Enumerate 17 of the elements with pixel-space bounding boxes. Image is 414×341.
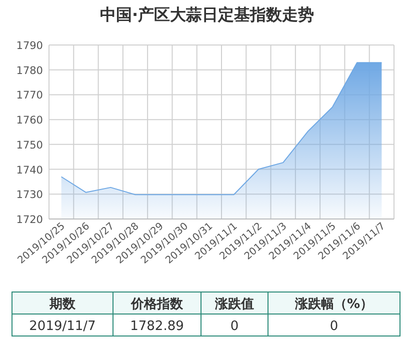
y-tick-label: 1740 — [16, 164, 43, 176]
text: 0 — [230, 319, 239, 334]
chart-title: 中国·产区大蒜日定基指数走势 — [100, 5, 314, 24]
text: 期数 — [48, 297, 76, 312]
text: 1782.89 — [130, 319, 184, 334]
y-tick-label: 1770 — [16, 90, 43, 102]
text: 2019/11/7 — [29, 319, 96, 334]
text: 涨跌幅（%） — [294, 297, 374, 312]
y-tick-label: 1760 — [16, 114, 43, 127]
text: 价格指数 — [130, 297, 184, 312]
y-tick-label: 1790 — [16, 40, 43, 52]
y-tick-label: 1730 — [16, 189, 43, 202]
text: 涨跌值 — [214, 297, 254, 312]
text: 0 — [330, 319, 338, 334]
y-tick-label: 1720 — [16, 214, 43, 226]
y-tick-label: 1780 — [16, 64, 43, 77]
y-tick-label: 1750 — [16, 139, 43, 152]
